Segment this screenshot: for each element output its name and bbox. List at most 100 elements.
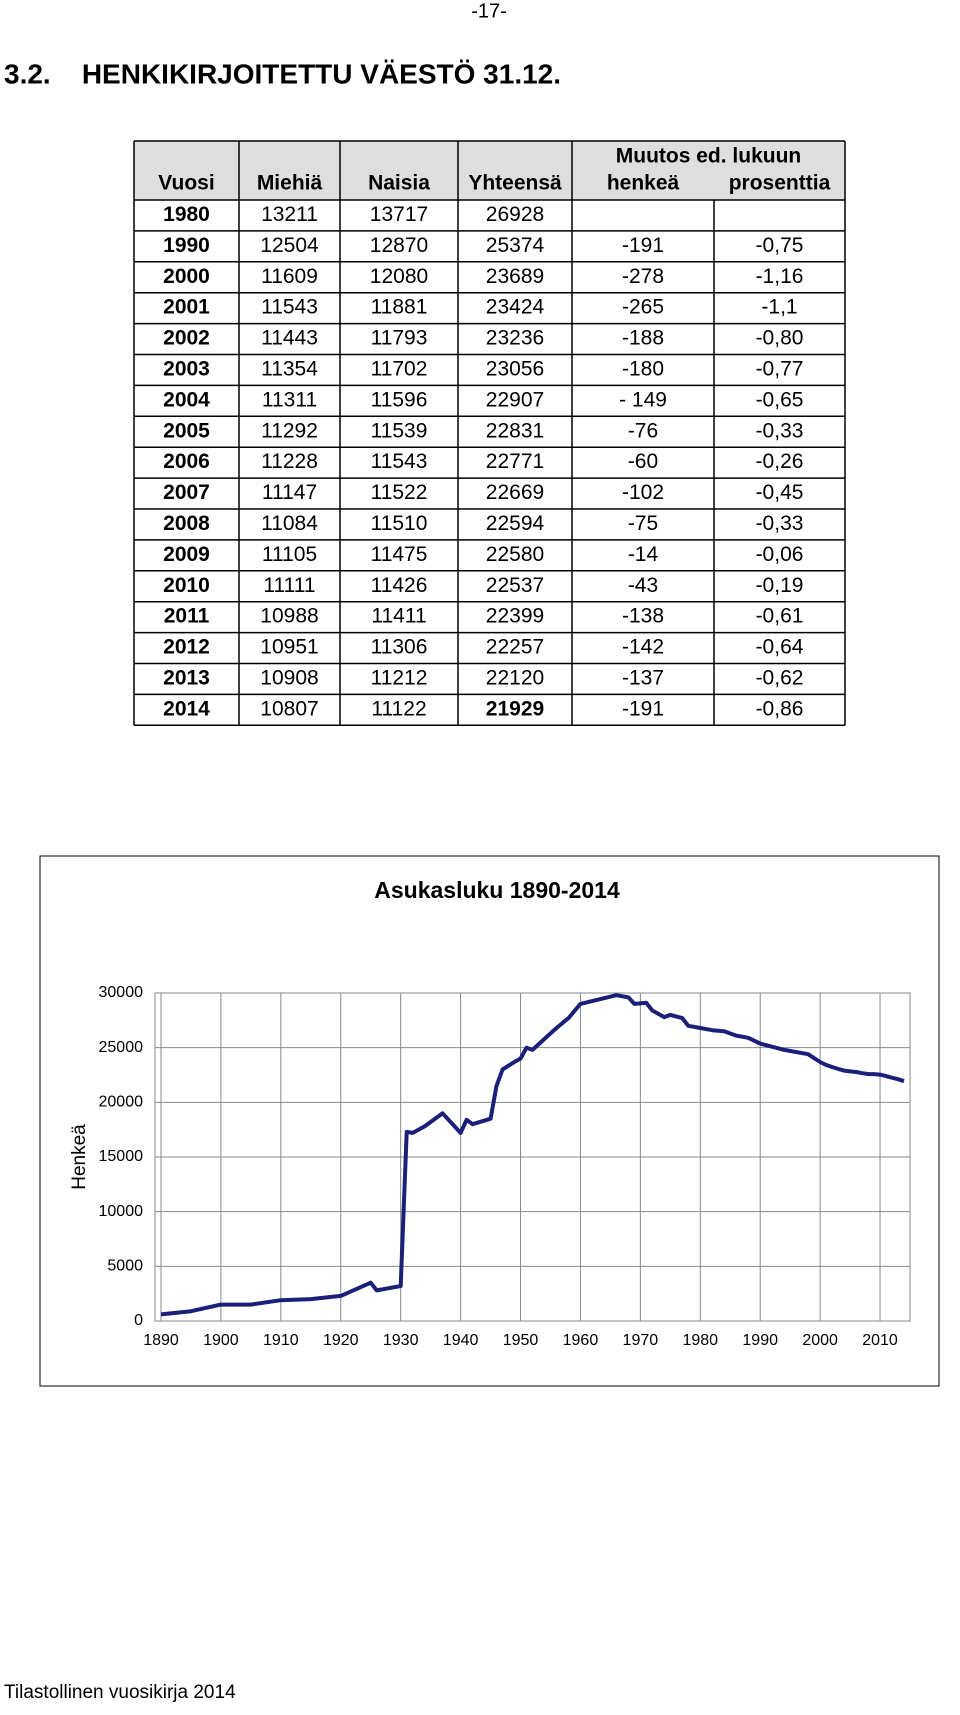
- table-cell: -180: [622, 357, 664, 380]
- table-cell: 10908: [260, 666, 318, 689]
- table-cell: 22669: [486, 481, 544, 504]
- table-cell: 26928: [486, 203, 544, 226]
- table-cell: -75: [628, 512, 658, 535]
- x-tick-label: 1920: [323, 1332, 359, 1349]
- table-cell: 2006: [163, 450, 210, 473]
- x-tick-label: 1960: [563, 1332, 599, 1349]
- table-cell: 11105: [262, 543, 317, 566]
- table-cell: 11306: [371, 636, 428, 659]
- table-cell: -0,06: [756, 543, 804, 566]
- x-tick-label: 1900: [203, 1332, 239, 1349]
- table-cell: 22257: [486, 636, 544, 659]
- table-cell: 12870: [370, 234, 428, 257]
- table-cell: -0,33: [756, 419, 804, 442]
- table-cell: 2008: [163, 512, 210, 535]
- table-cell: 11147: [262, 481, 317, 504]
- table-cell: 23689: [486, 265, 544, 288]
- column-header: prosenttia: [729, 172, 831, 195]
- table-cell: 2013: [163, 666, 210, 689]
- column-header: Naisia: [368, 172, 430, 195]
- footer: Tilastollinen vuosikirja 2014: [4, 1682, 236, 1703]
- table-cell: 2001: [163, 296, 210, 319]
- table-cell: 22537: [486, 574, 544, 597]
- table-cell: -0,64: [756, 636, 804, 659]
- y-tick-label: 0: [134, 1312, 143, 1329]
- table-cell: 21929: [486, 697, 544, 720]
- table-cell: 1990: [163, 234, 210, 257]
- x-tick-label: 1970: [623, 1332, 659, 1349]
- table-cell: -278: [622, 265, 664, 288]
- table-cell: -0,75: [756, 234, 804, 257]
- table-cell: 2003: [163, 357, 210, 380]
- table-cell: -1,1: [761, 296, 797, 319]
- table-cell: -0,80: [756, 327, 804, 350]
- table-cell: 2007: [163, 481, 210, 504]
- table-cell: 11111: [263, 574, 315, 597]
- column-header: Yhteensä: [468, 172, 562, 195]
- table-cell: -0,65: [756, 388, 804, 411]
- table-cell: 10988: [260, 605, 318, 628]
- table-cell: 2004: [163, 388, 210, 411]
- table-cell: -0,19: [756, 574, 804, 597]
- table-cell: 11539: [371, 419, 428, 442]
- table-cell: 13717: [370, 203, 428, 226]
- table-cell: -188: [622, 327, 664, 350]
- column-header: Miehiä: [257, 172, 323, 195]
- table-cell: 22771: [486, 450, 544, 473]
- table-cell: -102: [622, 481, 664, 504]
- table-cell: 22399: [486, 605, 544, 628]
- table-cell: -191: [622, 234, 664, 257]
- table-cell: 2002: [163, 327, 210, 350]
- table-cell: 11522: [371, 481, 428, 504]
- table-cell: 11543: [371, 450, 428, 473]
- table-cell: 11311: [262, 388, 317, 411]
- table-cell: 22594: [486, 512, 545, 535]
- table-cell: 11543: [261, 296, 318, 319]
- table-cell: - 149: [619, 388, 667, 411]
- table-cell: 25374: [486, 234, 545, 257]
- y-tick-label: 25000: [99, 1039, 144, 1056]
- column-header: Vuosi: [158, 172, 214, 195]
- table-cell: -14: [628, 543, 659, 566]
- column-header: henkeä: [607, 172, 680, 195]
- table-cell: 11411: [371, 605, 426, 628]
- x-tick-label: 1930: [383, 1332, 419, 1349]
- table-cell: -43: [628, 574, 658, 597]
- table-cell: 11122: [371, 697, 426, 720]
- x-tick-label: 1980: [682, 1332, 718, 1349]
- table-cell: 2014: [163, 697, 210, 720]
- x-tick-label: 2010: [862, 1332, 898, 1349]
- table-cell: 12080: [370, 265, 428, 288]
- page-number: -17-: [471, 0, 507, 22]
- table-cell: 1980: [163, 203, 210, 226]
- table-cell: 11228: [261, 450, 318, 473]
- table-cell: -265: [622, 296, 664, 319]
- x-tick-label: 1890: [143, 1332, 179, 1349]
- table-cell: 10951: [260, 636, 318, 659]
- table-cell: 11426: [371, 574, 428, 597]
- table-cell: -137: [622, 666, 664, 689]
- table-cell: -0,45: [756, 481, 804, 504]
- table-cell: 12504: [260, 234, 319, 257]
- table-cell: 2000: [163, 265, 210, 288]
- table-cell: 23236: [486, 327, 544, 350]
- table-cell: 11510: [371, 512, 428, 535]
- table-cell: 11292: [261, 419, 318, 442]
- table-cell: 2011: [164, 605, 210, 628]
- y-tick-label: 20000: [99, 1094, 144, 1111]
- table-cell: 11596: [371, 388, 428, 411]
- table-cell: -142: [622, 636, 664, 659]
- chart-title: Asukasluku 1890-2014: [374, 877, 620, 903]
- table-cell: -76: [628, 419, 658, 442]
- x-tick-label: 1940: [443, 1332, 479, 1349]
- table-cell: 22831: [486, 419, 544, 442]
- x-tick-label: 1950: [503, 1332, 539, 1349]
- y-tick-label: 5000: [107, 1258, 143, 1275]
- table-cell: 11702: [371, 357, 428, 380]
- table-cell: -0,26: [756, 450, 804, 473]
- table-cell: 13211: [261, 203, 318, 226]
- table-cell: 11212: [371, 666, 428, 689]
- table-cell: 23424: [486, 296, 545, 319]
- y-tick-label: 30000: [99, 984, 144, 1001]
